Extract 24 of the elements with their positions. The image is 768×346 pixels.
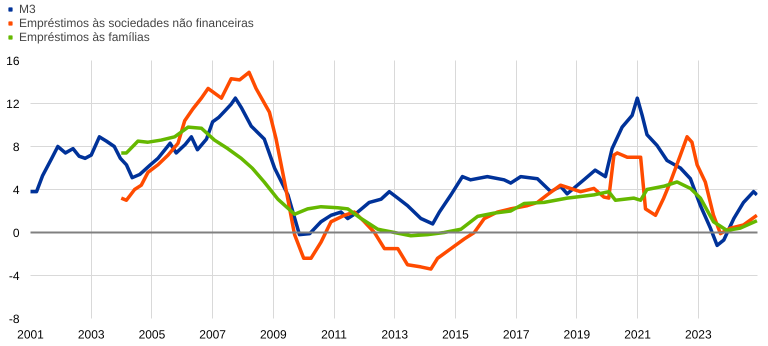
x-tick-label: 2023 xyxy=(684,328,712,342)
legend-label: Empréstimos às famílias xyxy=(19,30,150,44)
x-tick-label: 2003 xyxy=(78,328,105,342)
legend-label: M3 xyxy=(19,2,37,16)
y-tick-label: -8 xyxy=(8,312,20,326)
y-tick-label: 0 xyxy=(12,226,20,240)
x-tick-label: 2011 xyxy=(321,328,348,342)
x-tick-label: 2005 xyxy=(138,328,166,342)
x-tick-label: 2021 xyxy=(624,328,652,342)
y-tick-label: 16 xyxy=(6,54,20,68)
x-tick-label: 2013 xyxy=(381,328,408,342)
y-tick-label: -4 xyxy=(8,269,20,283)
line-series xyxy=(120,125,758,238)
x-tick-label: 2007 xyxy=(199,328,226,342)
x-tick-label: 2015 xyxy=(442,328,470,342)
x-tick-label: 2017 xyxy=(502,328,530,342)
y-tick-label: 8 xyxy=(12,140,20,154)
y-tick-label: 4 xyxy=(12,183,20,197)
line-series xyxy=(30,96,758,248)
x-tick-label: 2019 xyxy=(564,328,591,342)
y-tick-label: 12 xyxy=(6,97,20,111)
x-tick-label: 2009 xyxy=(260,328,288,342)
legend-label: Empréstimos às sociedades não financeiras xyxy=(19,16,254,30)
x-tick-label: 2001 xyxy=(17,328,44,342)
